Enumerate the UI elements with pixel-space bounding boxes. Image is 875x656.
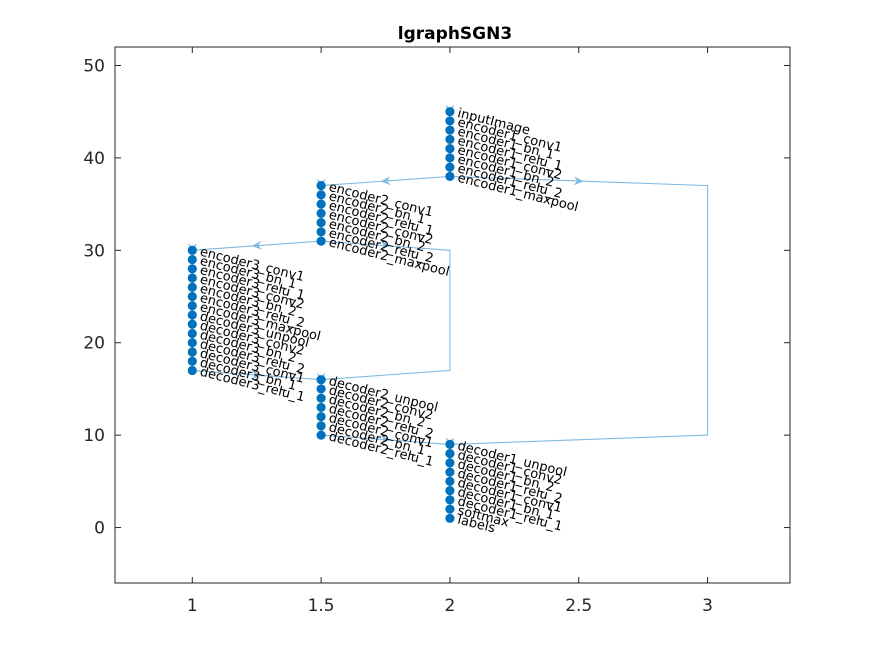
decoder3-to-decoder2-arrowhead	[251, 370, 262, 380]
y-tick-label: 40	[83, 149, 105, 169]
x-tick-label: 3	[702, 596, 713, 616]
graph-node	[445, 107, 455, 117]
graph-node	[445, 116, 455, 126]
encoder2-to-encoder3-arrowhead	[251, 240, 262, 250]
graph-node	[316, 236, 326, 246]
graph-node	[445, 134, 455, 145]
graph-node	[187, 328, 197, 339]
graph-node	[316, 227, 326, 237]
graph-node	[187, 319, 197, 329]
graph-node	[445, 467, 455, 477]
y-tick-label: 0	[94, 519, 105, 539]
graph-node	[316, 217, 326, 228]
graph-node	[445, 476, 455, 486]
node-labels: inputImageencoder1_conv1encoder1_bn_1enc…	[198, 106, 579, 536]
y-tick-label: 30	[83, 241, 105, 261]
graph-node	[316, 412, 326, 422]
x-tick-label: 2	[445, 596, 456, 616]
graph-node	[445, 153, 455, 163]
graph-node	[445, 162, 455, 172]
graph-node	[445, 504, 455, 514]
graph-node	[316, 208, 326, 218]
graph-node	[316, 421, 326, 431]
x-tick-label: 1.5	[308, 596, 335, 616]
skip-encoder2-to-decoder2-arrowhead	[380, 240, 391, 250]
chart-title: lgraphSGN3	[398, 24, 512, 44]
graph-node	[316, 402, 326, 413]
graph-node	[316, 199, 326, 209]
y-tick-label: 20	[83, 334, 105, 354]
graph-node	[316, 375, 326, 385]
graph-node	[187, 365, 197, 376]
graph-node	[187, 301, 197, 311]
graph-node	[445, 513, 455, 523]
graph-node	[445, 449, 455, 459]
graph-node	[187, 273, 197, 283]
skip-encoder1-to-decoder1-arrowhead	[573, 176, 584, 186]
graph-node	[445, 144, 455, 154]
encoder1-to-encoder2-arrowhead	[380, 176, 391, 186]
y-tick-label: 50	[83, 56, 105, 76]
graph-node	[316, 181, 326, 191]
graph-node	[445, 439, 455, 449]
graph-node	[445, 125, 455, 135]
graph-node	[187, 347, 197, 357]
x-tick-label: 1	[187, 596, 198, 616]
graph-node	[187, 254, 197, 265]
x-tick-label: 2.5	[565, 596, 592, 616]
graph-node	[187, 291, 197, 302]
graph-node	[187, 264, 197, 274]
graph-node	[445, 171, 455, 181]
graph-node	[316, 190, 326, 200]
graph-node	[445, 458, 455, 468]
graph-node	[316, 384, 326, 394]
y-tick-label: 10	[83, 426, 105, 446]
graph-node	[316, 393, 326, 403]
graph-node	[445, 485, 455, 496]
graph-nodes	[187, 104, 455, 523]
decoder2-to-decoder1-arrowhead	[380, 434, 391, 444]
graph-node	[187, 356, 197, 366]
graph-node	[187, 282, 197, 292]
graph-node	[187, 338, 197, 348]
graph-node	[187, 245, 197, 255]
graph-node	[187, 310, 197, 320]
graph-node	[445, 495, 455, 505]
graph-node	[316, 430, 326, 440]
